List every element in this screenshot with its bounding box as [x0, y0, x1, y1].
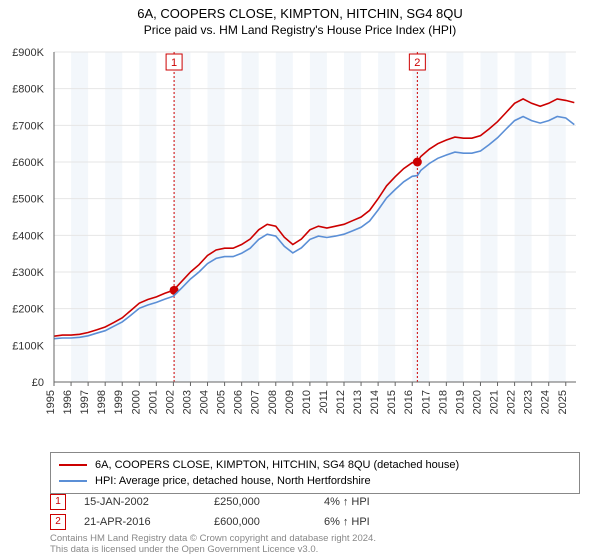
legend-label: 6A, COOPERS CLOSE, KIMPTON, HITCHIN, SG4… — [95, 459, 459, 471]
title-address: 6A, COOPERS CLOSE, KIMPTON, HITCHIN, SG4… — [0, 6, 600, 21]
svg-text:£100K: £100K — [12, 340, 44, 352]
footer-line-2: This data is licensed under the Open Gov… — [50, 545, 580, 556]
svg-text:2018: 2018 — [437, 390, 449, 414]
svg-text:2016: 2016 — [403, 390, 415, 414]
svg-text:2002: 2002 — [164, 390, 176, 414]
svg-text:2000: 2000 — [130, 390, 142, 414]
svg-text:2017: 2017 — [420, 390, 432, 414]
svg-text:2011: 2011 — [318, 390, 330, 414]
svg-text:1995: 1995 — [45, 390, 57, 414]
svg-text:2012: 2012 — [335, 390, 347, 414]
sale-row-2: 2 21-APR-2016 £600,000 6% ↑ HPI — [50, 514, 580, 530]
legend-box: 6A, COOPERS CLOSE, KIMPTON, HITCHIN, SG4… — [50, 452, 580, 494]
svg-text:1999: 1999 — [113, 390, 125, 414]
svg-text:£800K: £800K — [12, 84, 44, 96]
svg-text:1997: 1997 — [79, 390, 91, 414]
svg-text:2009: 2009 — [284, 390, 296, 414]
svg-text:2003: 2003 — [181, 390, 193, 414]
svg-text:2023: 2023 — [523, 390, 535, 414]
sale-badge-2: 2 — [50, 514, 66, 530]
legend-item: 6A, COOPERS CLOSE, KIMPTON, HITCHIN, SG4… — [59, 457, 571, 473]
sale-badge-1: 1 — [50, 494, 66, 510]
svg-text:2015: 2015 — [386, 390, 398, 414]
svg-text:2014: 2014 — [369, 390, 381, 414]
footer-attribution: Contains HM Land Registry data © Crown c… — [50, 534, 580, 556]
arrow-up-icon: ↑ — [343, 496, 349, 508]
svg-text:2004: 2004 — [199, 390, 211, 414]
svg-text:2006: 2006 — [233, 390, 245, 414]
svg-text:2: 2 — [414, 57, 420, 69]
title-subtitle: Price paid vs. HM Land Registry's House … — [0, 23, 600, 37]
legend-item: HPI: Average price, detached house, Nort… — [59, 473, 571, 489]
sale-date-1: 15-JAN-2002 — [84, 496, 214, 508]
svg-text:£200K: £200K — [12, 304, 44, 316]
svg-text:2010: 2010 — [301, 390, 313, 414]
svg-text:2025: 2025 — [557, 390, 569, 414]
svg-text:1996: 1996 — [62, 390, 74, 414]
svg-text:2024: 2024 — [540, 390, 552, 414]
arrow-up-icon: ↑ — [343, 516, 349, 528]
sale-price-2: £600,000 — [214, 516, 324, 528]
svg-text:£0: £0 — [32, 377, 44, 389]
svg-text:2007: 2007 — [250, 390, 262, 414]
svg-text:£500K: £500K — [12, 194, 44, 206]
svg-text:2020: 2020 — [471, 390, 483, 414]
sale-pct-1: 4% ↑ HPI — [324, 496, 414, 508]
svg-text:1: 1 — [171, 57, 177, 69]
title-block: 6A, COOPERS CLOSE, KIMPTON, HITCHIN, SG4… — [0, 0, 600, 37]
sale-pct-2: 6% ↑ HPI — [324, 516, 414, 528]
svg-text:2022: 2022 — [506, 390, 518, 414]
svg-text:2019: 2019 — [454, 390, 466, 414]
svg-text:1998: 1998 — [96, 390, 108, 414]
chart-container: 6A, COOPERS CLOSE, KIMPTON, HITCHIN, SG4… — [0, 0, 600, 560]
svg-text:£600K: £600K — [12, 157, 44, 169]
svg-text:£300K: £300K — [12, 267, 44, 279]
sale-date-2: 21-APR-2016 — [84, 516, 214, 528]
svg-text:2001: 2001 — [147, 390, 159, 414]
svg-text:2013: 2013 — [352, 390, 364, 414]
svg-text:£400K: £400K — [12, 230, 44, 242]
sale-row-1: 1 15-JAN-2002 £250,000 4% ↑ HPI — [50, 494, 580, 510]
svg-text:2008: 2008 — [267, 390, 279, 414]
svg-text:£900K: £900K — [12, 47, 44, 59]
price-chart: 1995199619971998199920002001200220032004… — [50, 48, 580, 418]
svg-text:2005: 2005 — [216, 390, 228, 414]
legend-label: HPI: Average price, detached house, Nort… — [95, 475, 371, 487]
svg-text:£700K: £700K — [12, 120, 44, 132]
sale-price-1: £250,000 — [214, 496, 324, 508]
legend-swatch — [59, 480, 87, 482]
svg-text:2021: 2021 — [489, 390, 501, 414]
legend-swatch — [59, 464, 87, 466]
